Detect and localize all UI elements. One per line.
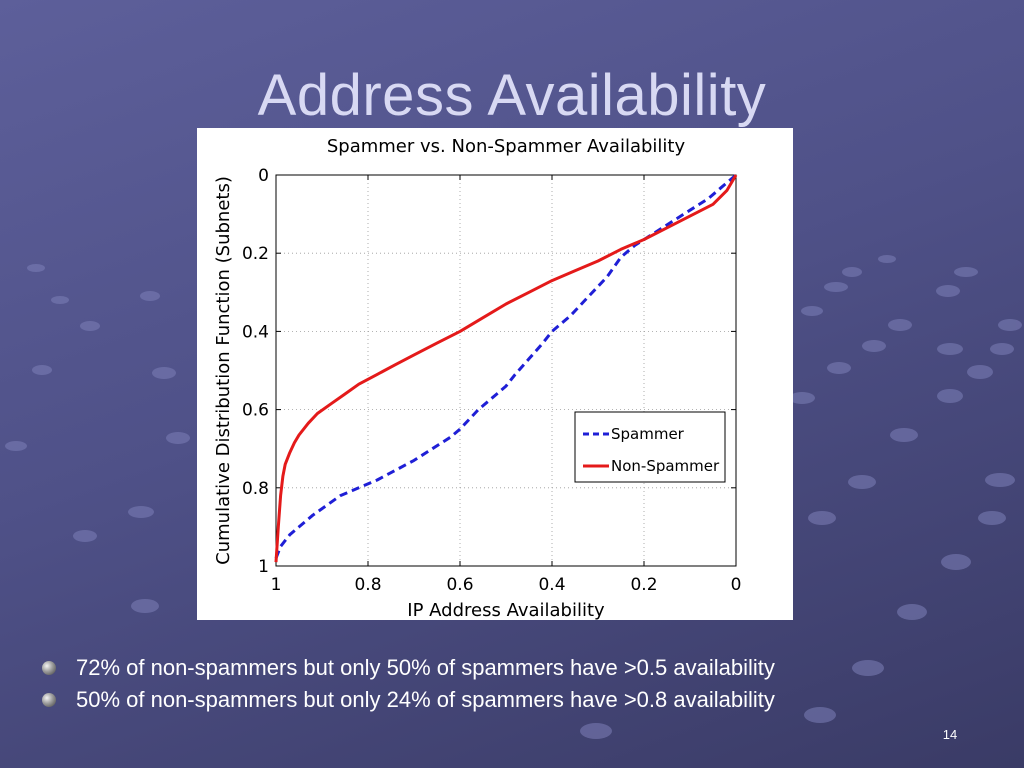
x-tick-label: 0.8 (354, 575, 381, 595)
x-tick-label: 0.2 (630, 575, 657, 595)
legend-label: Spammer (611, 425, 685, 443)
chart-figure: Spammer vs. Non-Spammer Availability 1 0.8… (197, 128, 793, 620)
plot-frame (275, 174, 737, 567)
series-line-spammer (274, 173, 737, 559)
y-tick-label: 0.6 (242, 401, 269, 421)
bullet-text: 72% of non-spammers but only 50% of spam… (76, 655, 775, 680)
bullet-list: 72% of non-spammers but only 50% of spam… (40, 652, 1000, 716)
x-tick-label: 1 (271, 575, 282, 595)
x-tick-label: 0.6 (446, 575, 473, 595)
bullet-sphere-icon (42, 661, 56, 675)
y-tick-label: 1 (258, 557, 269, 577)
series-line-non-spammer (274, 174, 738, 563)
y-tick-label: 0 (258, 166, 269, 186)
legend-label: Non-Spammer (611, 457, 720, 475)
x-tick-label: 0 (731, 575, 742, 595)
bullet-item: 72% of non-spammers but only 50% of spam… (40, 652, 1000, 684)
bullet-text: 50% of non-spammers but only 24% of spam… (76, 687, 775, 712)
x-axis-label: IP Address Availability (407, 600, 605, 620)
bullet-sphere-icon (42, 693, 56, 707)
y-tick-label: 0.2 (242, 244, 269, 264)
chart-title: Spammer vs. Non-Spammer Availability (327, 136, 686, 157)
page-number: 14 (942, 727, 958, 742)
slide-title: Address Availability (257, 63, 767, 128)
legend-box (574, 411, 726, 483)
bullet-item: 50% of non-spammers but only 24% of spam… (40, 684, 1000, 716)
x-tick-label: 0.4 (538, 575, 565, 595)
cdf-chart: Spammer vs. Non-Spammer Availability 1 0.8… (213, 136, 742, 620)
y-tick-label: 0.8 (242, 479, 269, 499)
y-tick-label: 0.4 (242, 322, 269, 342)
y-axis-label: Cumulative Distribution Function (Subnet… (213, 176, 234, 565)
